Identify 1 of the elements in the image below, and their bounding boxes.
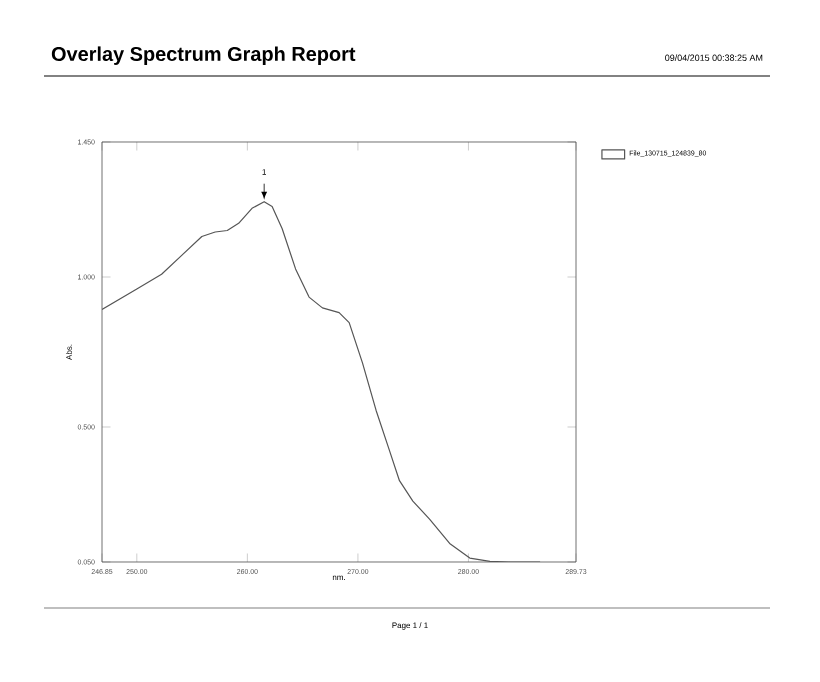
chart-title: Overlay Spectrum Graph Report xyxy=(51,46,356,65)
